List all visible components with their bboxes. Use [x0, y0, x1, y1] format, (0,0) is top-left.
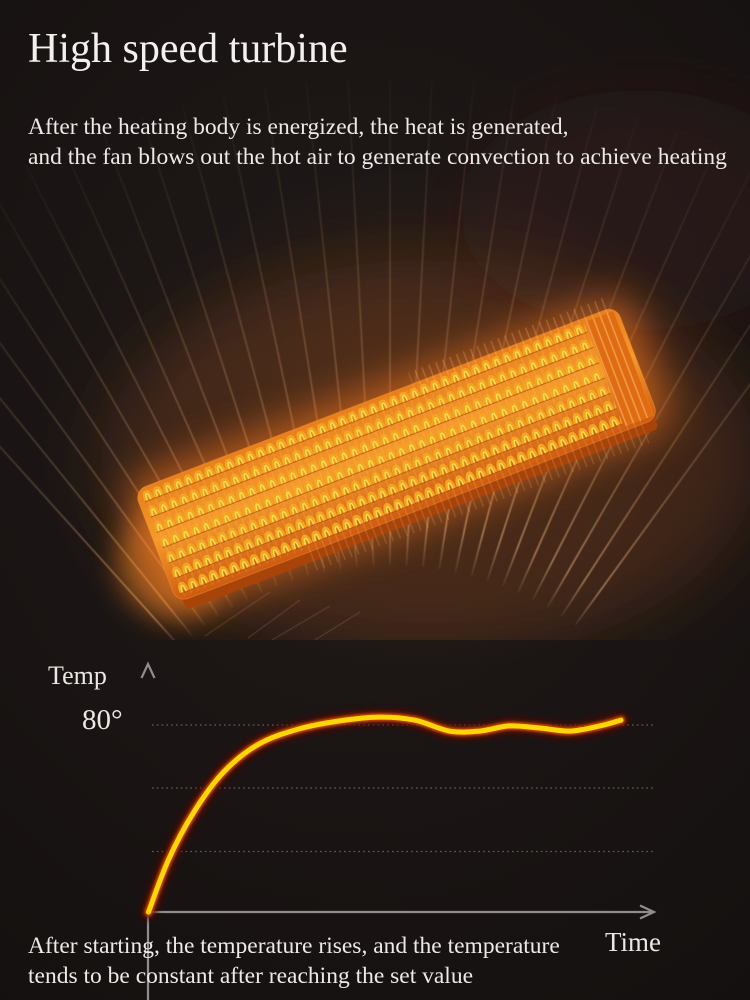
heater-end-fins-base: [585, 310, 654, 427]
x-axis-arrow: [639, 904, 657, 920]
y-axis-label: Temp: [48, 661, 107, 690]
temp-curve: [141, 709, 629, 920]
heater-left-tip-glow: [117, 507, 227, 617]
heat-rays-lower: [204, 591, 361, 640]
gridlines: [152, 724, 653, 853]
heater-side-face: [181, 413, 658, 609]
caption-line-2: tends to be constant after reaching the …: [28, 963, 474, 989]
subtitle-line-1: After the heating body is energized, the…: [28, 114, 569, 140]
ambient-glow: [100, 260, 750, 640]
heater-coils: [141, 322, 624, 597]
heater-fins-overlay: [141, 310, 654, 597]
caption-line-1: After starting, the temperature rises, a…: [28, 933, 560, 959]
heater-glow: [128, 298, 670, 611]
heater-end-fins: [585, 310, 654, 427]
heating-element: [128, 296, 670, 611]
heater-bottom-comb: [304, 420, 650, 572]
y-tick-label-80: 80°: [82, 704, 123, 736]
page-title: High speed turbine: [28, 26, 348, 72]
x-axis-label: Time: [605, 927, 662, 957]
temp-curve-outer-glow: [141, 709, 629, 920]
temp-curve-core: [146, 714, 624, 915]
heater-top-comb: [408, 296, 614, 388]
subtitle-line-2: and the fan blows out the hot air to gen…: [28, 144, 727, 170]
heater-artwork: [0, 78, 750, 640]
y-axis-arrow: [140, 661, 156, 679]
temp-curve-mid-glow: [144, 712, 626, 917]
heater-body: [137, 308, 656, 600]
